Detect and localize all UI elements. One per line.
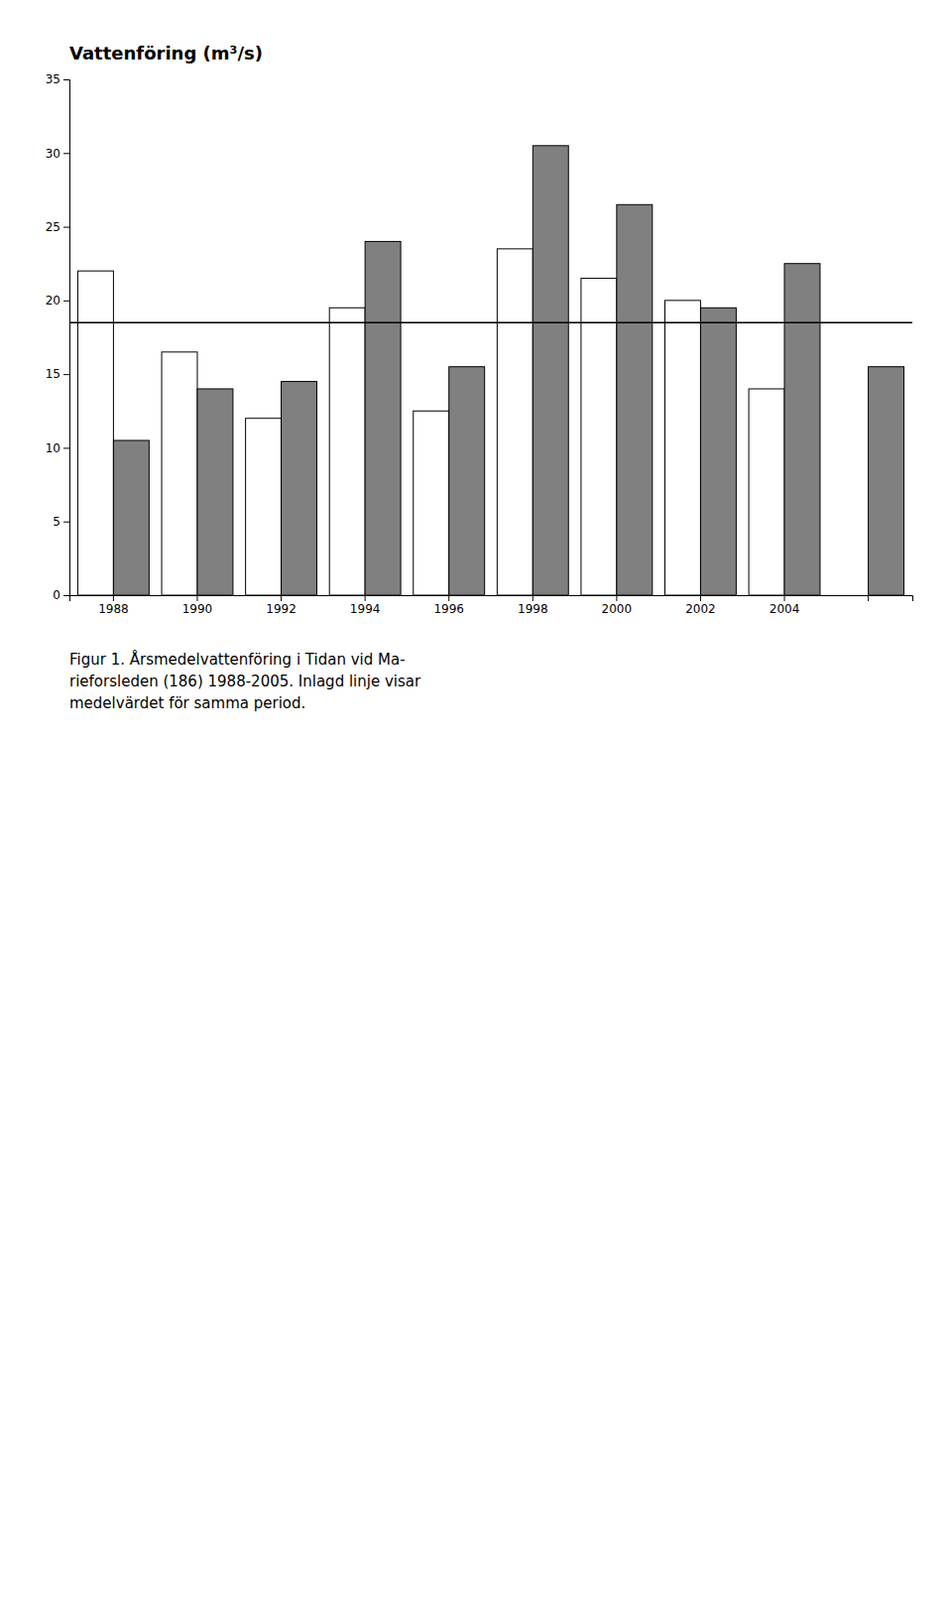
- annotation: Figur 1. Årsmedelvattenföring i Tidan vi…: [69, 649, 406, 669]
- tick: 1998: [517, 595, 549, 616]
- tick-label: 1988: [98, 601, 129, 616]
- tick-mark: [532, 595, 534, 601]
- tick: 5: [52, 514, 70, 529]
- bar: [77, 270, 114, 595]
- tick: 1990: [182, 595, 214, 616]
- tick: 2000: [601, 595, 633, 616]
- tick-mark: [867, 595, 869, 601]
- bar-series: [113, 145, 904, 595]
- bar: [748, 388, 785, 595]
- tick-mark: [196, 595, 198, 601]
- bar: [581, 278, 617, 595]
- tick: 20: [45, 293, 70, 308]
- tick-label: 15: [45, 366, 61, 381]
- mean-line: [69, 321, 913, 324]
- axis-line: [70, 595, 914, 602]
- tick-label: 1996: [433, 601, 465, 616]
- tick-mark: [280, 595, 282, 601]
- chart: 1988 1990 1992 1994 1996 1998 2000 2002 2004 0 5 10…: [0, 0, 952, 1600]
- tick: 1994: [350, 595, 381, 616]
- tick-mark: [615, 595, 617, 601]
- bar: [449, 366, 485, 595]
- bar: [197, 388, 234, 595]
- tick-mark: [784, 595, 786, 601]
- bar: [616, 204, 653, 595]
- tick-mark: [63, 595, 70, 596]
- tick: 35: [45, 72, 70, 87]
- tick-mark: [700, 595, 702, 601]
- bar: [868, 366, 905, 595]
- bar: [161, 352, 198, 595]
- bar-series: [77, 248, 785, 595]
- tick-label: 2002: [685, 601, 716, 616]
- caption: Figur 1. Årsmedelvattenföring i Tidan vi…: [69, 649, 422, 713]
- tick-label: 20: [45, 293, 61, 308]
- tick-label: 2004: [769, 601, 801, 616]
- bar: [496, 248, 533, 595]
- tick-label: 35: [45, 72, 61, 87]
- tick-label: 0: [52, 588, 61, 602]
- y-axis: 0 5 10 15 20 25 30 35: [45, 72, 71, 602]
- axis-line: [63, 80, 71, 596]
- x-axis: 1988 1990 1992 1994 1996 1998 2000 2002 2004: [70, 595, 914, 616]
- tick: 1992: [265, 595, 297, 616]
- bar: [532, 145, 569, 595]
- tick: 10: [45, 441, 70, 456]
- annotation: rieforsleden (186) 1988-2005. Inlagd lin…: [69, 672, 422, 691]
- tick: 25: [45, 220, 70, 235]
- tick-label: 10: [45, 441, 61, 456]
- plot-area: [69, 145, 913, 595]
- tick-label: 1992: [265, 601, 297, 616]
- bar: [281, 381, 318, 595]
- bar: [700, 307, 736, 595]
- tick: 0: [52, 588, 70, 602]
- title: Vattenföring (m³/s): [69, 42, 263, 64]
- tick-label: 2000: [601, 601, 633, 616]
- tick-mark: [113, 595, 115, 601]
- bar: [413, 410, 450, 595]
- tick-mark: [63, 227, 70, 229]
- tick-mark: [448, 595, 450, 601]
- tick-label: 1998: [517, 601, 549, 616]
- tick-mark: [63, 300, 70, 302]
- tick-label: 5: [52, 514, 61, 529]
- tick-label: 1994: [350, 601, 381, 616]
- bar: [664, 300, 701, 595]
- tick-mark: [63, 79, 70, 81]
- tick: 2004: [769, 595, 801, 616]
- tick-mark: [63, 373, 70, 375]
- tick: 30: [45, 146, 70, 161]
- tick: 1988: [98, 595, 129, 616]
- bar: [329, 307, 365, 595]
- bar: [364, 240, 401, 595]
- tick-mark: [63, 447, 70, 449]
- tick-mark: [63, 521, 70, 523]
- tick-label: 30: [45, 146, 61, 161]
- bar: [245, 418, 282, 595]
- tick-label: 1990: [182, 601, 214, 616]
- tick: 15: [45, 366, 70, 381]
- bar: [113, 440, 149, 595]
- tick-mark: [63, 152, 70, 154]
- tick: 2002: [685, 595, 716, 616]
- tick-mark: [364, 595, 366, 601]
- tick-label: 25: [45, 220, 61, 235]
- tick: [867, 595, 869, 601]
- tick: 1996: [433, 595, 465, 616]
- annotation: medelvärdet för samma period.: [69, 694, 306, 713]
- bar: [784, 263, 821, 595]
